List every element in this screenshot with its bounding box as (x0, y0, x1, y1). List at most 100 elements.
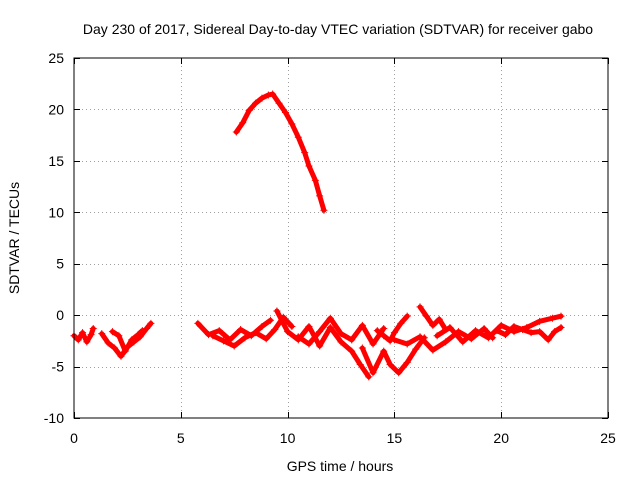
data-point (271, 326, 279, 334)
data-point (459, 338, 467, 346)
data-point (111, 344, 119, 352)
data-point (143, 325, 151, 333)
data-point (358, 321, 366, 329)
data-point (326, 323, 334, 331)
y-tick-label: 25 (48, 50, 64, 66)
data-point (237, 326, 245, 334)
data-point (264, 91, 272, 99)
chart-title: Day 230 of 2017, Sidereal Day-to-day VTE… (83, 21, 593, 37)
data-point (348, 347, 356, 355)
x-tick-labels: 0 5 10 15 20 25 (70, 430, 616, 446)
series-track-d (194, 316, 275, 344)
series-trace (109, 328, 145, 354)
data-point (348, 336, 356, 344)
data-point (294, 333, 302, 341)
data-point (365, 373, 373, 381)
data-point (557, 323, 565, 331)
data-point (239, 119, 247, 127)
data-point (429, 346, 437, 354)
data-point (484, 334, 492, 342)
data-point (403, 358, 411, 366)
data-point (117, 352, 125, 360)
data-point (446, 323, 454, 331)
data-point (252, 329, 260, 337)
data-point (416, 303, 424, 311)
data-point (252, 99, 260, 107)
data-point (230, 342, 238, 350)
data-point (79, 329, 87, 337)
data-point (316, 342, 324, 350)
data-point (519, 326, 527, 334)
data-point (380, 347, 388, 355)
series-track-j (373, 312, 411, 345)
x-tick-label: 25 (600, 430, 616, 446)
data-point (536, 317, 544, 325)
data-point (241, 334, 249, 342)
y-axis-label: SDTVAR / TECUs (6, 182, 22, 294)
data-point (305, 322, 313, 330)
data-point (536, 328, 544, 336)
data-point (108, 328, 116, 336)
data-point (87, 331, 95, 339)
data-point (281, 109, 289, 117)
y-tick-label: 20 (48, 101, 64, 117)
data-point (403, 340, 411, 348)
data-point (104, 339, 112, 347)
data-point (435, 315, 443, 323)
series-track-f (232, 90, 328, 214)
data-point (390, 329, 398, 337)
data-point (121, 347, 129, 355)
data-point (138, 327, 146, 335)
data-point (288, 120, 296, 128)
data-point (269, 90, 277, 98)
data-marks (70, 90, 565, 381)
data-point (275, 99, 283, 107)
series-track-h (294, 314, 388, 348)
data-point (429, 321, 437, 329)
data-point (551, 328, 559, 336)
y-tick-label: 5 (56, 256, 64, 272)
x-axis-label: GPS time / hours (287, 458, 394, 474)
data-point (232, 128, 240, 136)
y-tick-label: 15 (48, 153, 64, 169)
series-trace (195, 317, 274, 343)
series-trace (233, 91, 327, 213)
data-point (544, 336, 552, 344)
y-tick-labels: -10 -5 0 5 10 15 20 25 (44, 50, 64, 426)
data-point (294, 133, 302, 141)
data-point (397, 319, 405, 327)
data-point (147, 319, 155, 327)
y-tick-label: -10 (44, 410, 64, 426)
data-point (433, 332, 441, 340)
data-point (305, 162, 313, 170)
y-tick-label: 10 (48, 204, 64, 220)
data-point (320, 206, 328, 214)
data-point (258, 322, 266, 330)
data-point (493, 327, 501, 335)
data-point (326, 314, 334, 322)
data-point (369, 369, 377, 377)
series-track-n (493, 322, 565, 344)
data-point (74, 336, 82, 344)
data-point (273, 307, 281, 315)
data-point (422, 312, 430, 320)
x-tick-label: 20 (493, 430, 509, 446)
data-point (128, 336, 136, 344)
data-point (416, 333, 424, 341)
data-point (480, 325, 488, 333)
data-point (316, 192, 324, 200)
plot-frame (73, 57, 609, 419)
data-point (83, 338, 91, 346)
series-trace (274, 308, 372, 380)
data-point (305, 340, 313, 348)
data-point (395, 369, 403, 377)
x-tick-label: 0 (70, 430, 78, 446)
data-point (501, 331, 509, 339)
data-point (262, 335, 270, 343)
data-point (548, 314, 556, 322)
data-point (337, 338, 345, 346)
data-point (356, 361, 364, 369)
data-point (442, 338, 450, 346)
data-point (215, 327, 223, 335)
data-point (403, 312, 411, 320)
